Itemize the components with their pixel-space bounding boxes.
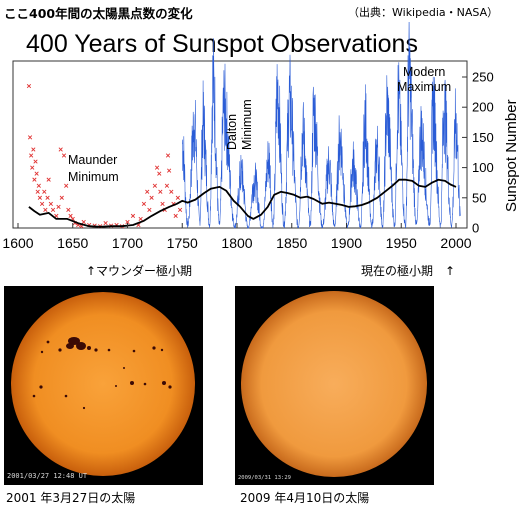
smoothed-average-line (28, 178, 457, 228)
y-tick-label-150: 150 (472, 130, 494, 145)
monthly-observations-series (182, 22, 461, 229)
sun-disk-2009 (241, 291, 427, 477)
early-point-8 (35, 189, 40, 194)
early-point-4 (31, 147, 36, 152)
early-point-9 (36, 183, 41, 188)
timestamp-2009: 2009/03/31 13:29 (238, 475, 291, 481)
annotation-maunder-2: Minimum (68, 170, 119, 184)
x-axis-ticks: 1600 1650 1700 1750 1800 1850 1900 1950 2000 (2, 223, 472, 251)
chart-title: 400 Years of Sunspot Observations (26, 30, 418, 58)
early-point-3 (30, 165, 35, 170)
early-point-13 (43, 207, 48, 212)
early-point-55 (169, 189, 174, 194)
early-point-5 (32, 177, 37, 182)
sun-disk-2001 (11, 292, 195, 476)
y-axis-ticks: 0 50 100 150 200 250 (462, 70, 494, 236)
x-tick-label-2000: 2000 (440, 235, 471, 251)
x-tick-label-1650: 1650 (57, 235, 88, 251)
early-point-2 (29, 153, 34, 158)
early-point-50 (160, 201, 165, 206)
early-point-11 (39, 201, 45, 206)
x-tick-label-1900: 1900 (331, 235, 362, 251)
early-point-34 (103, 221, 108, 226)
early-point-49 (158, 189, 163, 194)
y-axis-label: Sunspot Number (503, 99, 519, 212)
source-credit: （出典：Wikipedia・NASA） (348, 6, 499, 19)
early-point-47 (154, 165, 160, 170)
plot-frame (12, 60, 468, 229)
y-tick-label-0: 0 (472, 221, 479, 236)
early-point-20 (58, 147, 63, 152)
early-point-53 (165, 153, 171, 158)
early-point-54 (166, 168, 172, 173)
early-point-23 (64, 183, 69, 188)
early-point-38 (125, 219, 130, 225)
early-point-30 (81, 219, 86, 225)
early-point-42 (141, 201, 147, 206)
x-tick-label-1700: 1700 (112, 235, 143, 251)
early-point-22 (61, 153, 67, 158)
early-point-16 (48, 201, 53, 206)
early-point-1 (27, 135, 33, 140)
early-point-10 (37, 195, 43, 200)
early-point-59 (177, 207, 183, 212)
annotation-maunder-1: Maunder (68, 153, 117, 167)
early-point-15 (46, 177, 51, 182)
early-point-44 (147, 207, 152, 212)
early-point-48 (157, 171, 162, 176)
annotation-dalton-1: Dalton (225, 114, 239, 150)
annotation-dalton-2: Minimum (240, 99, 254, 150)
early-point-0 (26, 83, 32, 89)
x-tick-label-1750: 1750 (167, 235, 198, 251)
sun-image-2001: 2001/03/27 12:48 UT (4, 286, 203, 485)
x-tick-label-1950: 1950 (386, 235, 417, 251)
early-point-7 (34, 171, 39, 176)
early-point-25 (68, 213, 73, 219)
monthly-observations-line (182, 22, 461, 229)
page-title-jp: ここ400年間の太陽黒点数の変化 (4, 6, 193, 21)
early-point-41 (138, 216, 143, 222)
x-tick-label-1850: 1850 (276, 235, 307, 251)
early-point-17 (50, 207, 56, 212)
x-tick-label-1600: 1600 (2, 235, 33, 251)
early-point-21 (59, 195, 64, 200)
annotation-modern-1: Modern (403, 65, 445, 79)
early-point-58 (175, 195, 180, 200)
y-tick-label-250: 250 (472, 70, 494, 85)
smoothed-average-series (28, 178, 457, 228)
early-point-12 (42, 189, 47, 194)
maunder-minimum-caption: ↑マウンダー極小期 (86, 264, 193, 278)
early-point-43 (145, 189, 150, 194)
sunspot-chart: 400 Years of Sunspot Observations 1600 16… (2, 22, 519, 251)
caption-2009: 2009 年4月10日の太陽 (240, 491, 370, 505)
early-point-45 (149, 195, 154, 200)
y-tick-label-200: 200 (472, 100, 494, 115)
current-minimum-caption: 現在の極小期 ↑ (361, 264, 456, 278)
y-tick-label-100: 100 (472, 160, 494, 175)
caption-2001: 2001 年3月27日の太陽 (6, 491, 136, 505)
timestamp-2001: 2001/03/27 12:48 UT (7, 472, 88, 480)
sun-image-2009: 2009/03/31 13:29 (235, 286, 434, 485)
early-point-57 (173, 213, 178, 219)
x-tick-label-1800: 1800 (221, 235, 252, 251)
early-point-14 (45, 195, 50, 200)
early-point-46 (152, 183, 157, 188)
y-tick-label-50: 50 (472, 190, 486, 205)
early-point-6 (33, 159, 38, 164)
early-point-24 (66, 207, 71, 212)
early-point-52 (164, 183, 170, 188)
early-point-19 (56, 204, 61, 209)
early-point-39 (130, 213, 136, 219)
annotation-modern-2: Maximum (397, 80, 451, 94)
